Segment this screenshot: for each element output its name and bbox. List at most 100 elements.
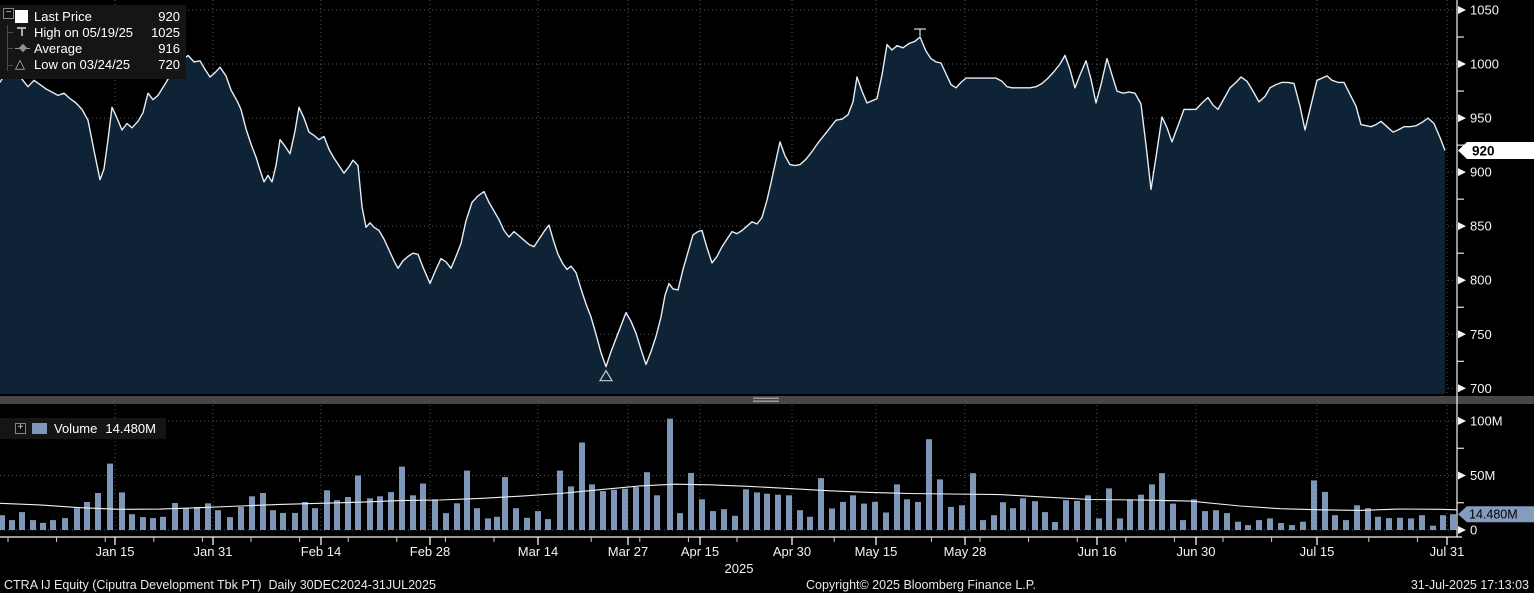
price-tick-label: 750	[1470, 327, 1492, 342]
volume-swatch-icon	[32, 423, 47, 434]
volume-tick-label: 0	[1470, 523, 1477, 538]
volume-bar	[194, 506, 200, 530]
price-legend-panel[interactable]: − Last Price 920 High on 05/19/25 1025 A…	[0, 5, 186, 79]
volume-bar	[1020, 498, 1026, 530]
legend-value: 720	[158, 56, 180, 72]
volume-bar	[1213, 510, 1219, 530]
volume-bar	[644, 472, 650, 530]
price-tick-arrow	[1458, 330, 1466, 339]
last-price-badge-text: 920	[1472, 143, 1495, 158]
volume-bar	[464, 470, 470, 530]
volume-legend-label: Volume	[54, 421, 98, 436]
volume-tick-label: 50M	[1470, 468, 1495, 483]
date-label: Jun 16	[1077, 544, 1116, 559]
volume-bar	[324, 490, 330, 530]
legend-value: 916	[158, 40, 180, 56]
volume-bar	[1180, 520, 1186, 530]
volume-bar	[1191, 499, 1197, 530]
volume-bar	[600, 491, 606, 530]
low-marker	[598, 369, 614, 382]
volume-bar	[9, 520, 15, 530]
volume-bar	[388, 492, 394, 530]
volume-bar	[1419, 515, 1425, 530]
volume-bar	[1386, 518, 1392, 530]
legend-tree-line	[7, 25, 8, 71]
legend-label: High on 05/19/25	[34, 24, 134, 40]
legend-label: Last Price	[34, 8, 92, 24]
volume-bar	[894, 484, 900, 530]
date-label: Apr 15	[681, 544, 719, 559]
volume-bar	[840, 501, 846, 530]
volume-bar	[1149, 484, 1155, 530]
high-marker	[914, 28, 926, 37]
volume-bar	[1032, 501, 1038, 530]
volume-bar	[775, 494, 781, 530]
volume-bar	[292, 512, 298, 530]
legend-row-last-price[interactable]: Last Price 920	[0, 8, 186, 24]
volume-bar	[74, 508, 80, 530]
volume-bar	[160, 516, 166, 530]
volume-bar	[19, 512, 25, 530]
volume-legend-panel[interactable]: + Volume 14.480M	[0, 418, 166, 439]
volume-bar	[1322, 491, 1328, 530]
legend-row-low[interactable]: △ Low on 03/24/25 720	[0, 56, 186, 72]
price-tick-label: 850	[1470, 219, 1492, 234]
volume-bar	[589, 484, 595, 530]
legend-value: 920	[158, 8, 180, 24]
legend-value: 1025	[151, 24, 180, 40]
volume-bar	[1375, 516, 1381, 530]
date-label: Jan 31	[193, 544, 232, 559]
volume-bar	[494, 516, 500, 530]
legend-row-average[interactable]: Average 916	[0, 40, 186, 56]
volume-bar	[249, 496, 255, 530]
volume-legend-expand-icon[interactable]: +	[15, 423, 26, 434]
volume-bar	[140, 517, 146, 530]
volume-bar	[1106, 488, 1112, 530]
low-marker-icon: △	[15, 56, 25, 71]
volume-tick-arrow	[1458, 417, 1466, 425]
volume-bar	[474, 508, 480, 530]
date-label: Feb 28	[410, 544, 450, 559]
volume-bar	[1289, 525, 1295, 530]
volume-bar	[980, 520, 986, 530]
volume-bar	[1074, 500, 1080, 530]
volume-bar	[432, 499, 438, 530]
volume-bar	[1332, 515, 1338, 530]
volume-bar	[238, 506, 244, 530]
divider-handle	[753, 397, 779, 399]
legend-collapse-icon[interactable]: −	[3, 8, 14, 19]
volume-bar	[183, 508, 189, 530]
volume-bar	[807, 516, 813, 530]
axes	[0, 0, 1466, 545]
volume-bar	[1000, 502, 1006, 530]
volume-bar	[1159, 473, 1165, 530]
volume-tick-label: 100M	[1470, 414, 1503, 429]
volume-bar	[260, 493, 266, 530]
volume-bar	[688, 472, 694, 530]
volume-bar	[1235, 521, 1241, 530]
volume-bar	[959, 505, 965, 530]
volume-bar	[829, 508, 835, 530]
volume-bar	[367, 498, 373, 530]
volume-bar	[991, 515, 997, 530]
volume-bar	[1052, 522, 1058, 530]
volume-bar	[1408, 518, 1414, 530]
volume-tick-arrow	[1458, 526, 1466, 534]
volume-bar	[119, 492, 125, 530]
volume-bar	[280, 512, 286, 530]
volume-bar	[579, 442, 585, 530]
copyright-text: Copyright© 2025 Bloomberg Finance L.P.	[806, 578, 1036, 592]
volume-bar	[443, 513, 449, 530]
volume-bar	[1256, 520, 1262, 530]
last-price-swatch-icon	[15, 9, 34, 23]
volume-bar	[1365, 508, 1371, 530]
volume-bar	[1010, 508, 1016, 530]
volume-bar	[557, 470, 563, 530]
year-label: 2025	[725, 561, 754, 576]
volume-bar	[399, 466, 405, 530]
legend-row-high[interactable]: High on 05/19/25 1025	[0, 24, 186, 40]
volume-bar	[1224, 513, 1230, 530]
price-tick-label: 900	[1470, 165, 1492, 180]
volume-bar	[454, 503, 460, 530]
